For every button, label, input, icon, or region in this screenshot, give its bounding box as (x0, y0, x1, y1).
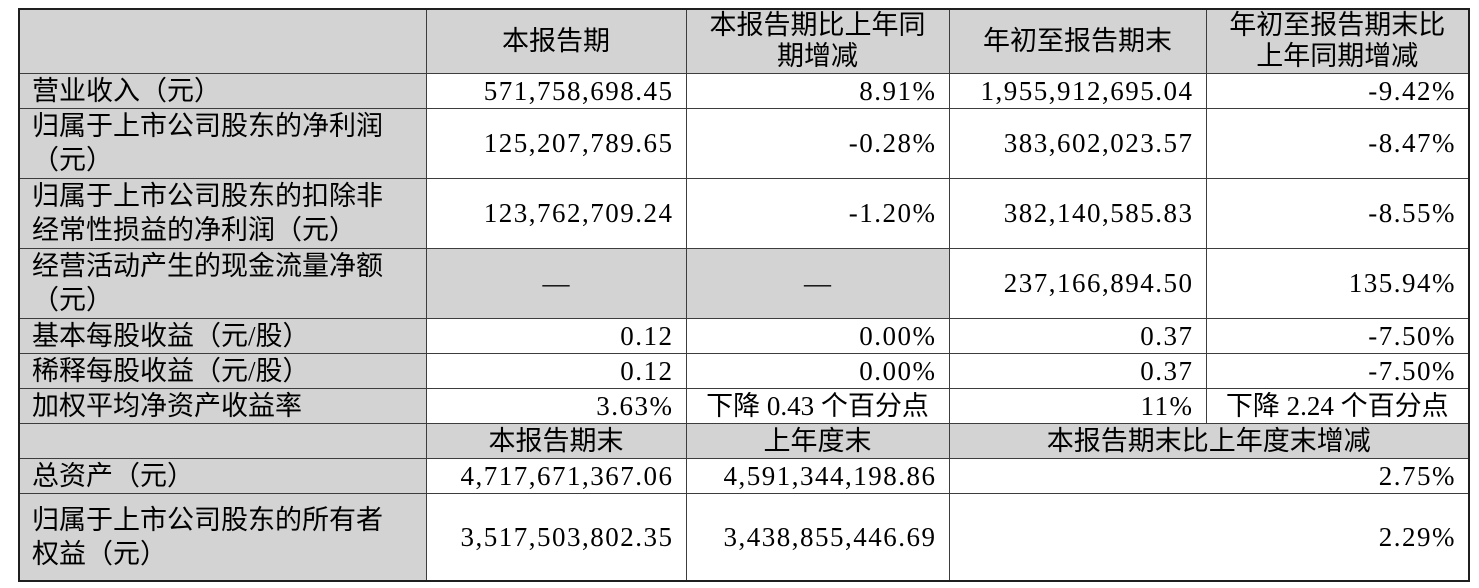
table-body: 营业收入（元） 571,758,698.45 8.91% 1,955,912,695.… (18, 72, 1470, 582)
value-cell: -7.50% (1205, 352, 1470, 389)
value-cell: 本报告期末 (425, 422, 687, 459)
table-header: 本报告期 本报告期比上年同 期增减 年初至报告期末 年初至报告期末比 上年同期增减 (18, 8, 1470, 74)
table-row: 归属于上市公司股东的净利润 （元） 125,207,789.65 -0.28% 383… (18, 107, 1470, 179)
value-cell: 1,955,912,695.04 (948, 72, 1207, 109)
value-cell: 上年度末 (685, 422, 950, 459)
value-cell: 571,758,698.45 (425, 72, 687, 109)
row-label-cell: 营业收入（元） (18, 72, 427, 109)
value-cell: 0.00% (685, 352, 950, 389)
table-row: 营业收入（元） 571,758,698.45 8.91% 1,955,912,695.… (18, 72, 1470, 109)
value-cell: 2.75% (948, 457, 1470, 494)
value-cell: 0.00% (685, 317, 950, 354)
value-cell: -8.47% (1205, 107, 1470, 179)
row-label-cell: 稀释每股收益（元/股） (18, 352, 427, 389)
value-cell: 0.12 (425, 352, 687, 389)
row-label-cell: 归属于上市公司股东的扣除非 经常性损益的净利润（元） (18, 177, 427, 249)
value-cell: 135.94% (1205, 247, 1470, 319)
value-cell: 本报告期末比上年度末增减 (948, 422, 1470, 459)
row-label-cell: 总资产（元） (18, 457, 427, 494)
value-cell: 3,438,855,446.69 (685, 492, 950, 582)
value-cell: 0.37 (948, 352, 1207, 389)
value-cell: 8.91% (685, 72, 950, 109)
table-row: 基本每股收益（元/股） 0.12 0.00% 0.37 -7.50% (18, 317, 1470, 354)
value-cell: 11% (948, 387, 1207, 424)
value-cell: 383,602,023.57 (948, 107, 1207, 179)
table-row: 经营活动产生的现金流量净额 （元） — —237,166,894.50 135.94% (18, 247, 1470, 319)
table-row: 归属于上市公司股东的所有者 权益（元） 3,517,503,802.35 3,438… (18, 492, 1470, 582)
value-cell: 4,591,344,198.86 (685, 457, 950, 494)
column-header-cell (18, 8, 427, 74)
row-label-cell (18, 422, 427, 459)
table-row: 加权平均净资产收益率 3.63% 下降 0.43 个百分点 11% 下降 2.24 个百… (18, 387, 1470, 424)
table-row: 本报告期末 上年度末 本报告期末比上年度末增减 (18, 422, 1470, 459)
value-cell: 123,762,709.24 (425, 177, 687, 249)
value-cell: -9.42% (1205, 72, 1470, 109)
value-cell: 2.29% (948, 492, 1470, 582)
value-cell: -1.20% (685, 177, 950, 249)
value-cell: 4,717,671,367.06 (425, 457, 687, 494)
value-cell: 125,207,789.65 (425, 107, 687, 179)
table-row: 归属于上市公司股东的扣除非 经常性损益的净利润（元） 123,762,709.24… (18, 177, 1470, 249)
table-row: 总资产（元） 4,717,671,367.06 4,591,344,198.86 2.… (18, 457, 1470, 494)
financial-summary-table: 本报告期 本报告期比上年同 期增减 年初至报告期末 年初至报告期末比 上年同期增减 营… (18, 8, 1470, 582)
table-row: 稀释每股收益（元/股） 0.12 0.00% 0.37 -7.50% (18, 352, 1470, 389)
value-cell: 下降 2.24 个百分点 (1205, 387, 1470, 424)
value-cell: -7.50% (1205, 317, 1470, 354)
value-cell: -8.55% (1205, 177, 1470, 249)
value-cell: 3,517,503,802.35 (425, 492, 687, 582)
column-header-cell: 本报告期 (425, 8, 687, 74)
value-cell: 下降 0.43 个百分点 (685, 387, 950, 424)
header-row: 本报告期 本报告期比上年同 期增减 年初至报告期末 年初至报告期末比 上年同期增减 (18, 8, 1470, 74)
value-cell: 382,140,585.83 (948, 177, 1207, 249)
value-cell: — (685, 247, 950, 319)
value-cell: 237,166,894.50 (948, 247, 1207, 319)
row-label-cell: 加权平均净资产收益率 (18, 387, 427, 424)
row-label-cell: 经营活动产生的现金流量净额 （元） (18, 247, 427, 319)
value-cell: 3.63% (425, 387, 687, 424)
row-label-cell: 归属于上市公司股东的净利润 （元） (18, 107, 427, 179)
value-cell: 0.12 (425, 317, 687, 354)
value-cell: -0.28% (685, 107, 950, 179)
value-cell: 0.37 (948, 317, 1207, 354)
column-header-cell: 年初至报告期末 (948, 8, 1207, 74)
column-header-cell: 本报告期比上年同 期增减 (685, 8, 950, 74)
row-label-cell: 归属于上市公司股东的所有者 权益（元） (18, 492, 427, 582)
value-cell: — (425, 247, 687, 319)
row-label-cell: 基本每股收益（元/股） (18, 317, 427, 354)
column-header-cell: 年初至报告期末比 上年同期增减 (1205, 8, 1470, 74)
